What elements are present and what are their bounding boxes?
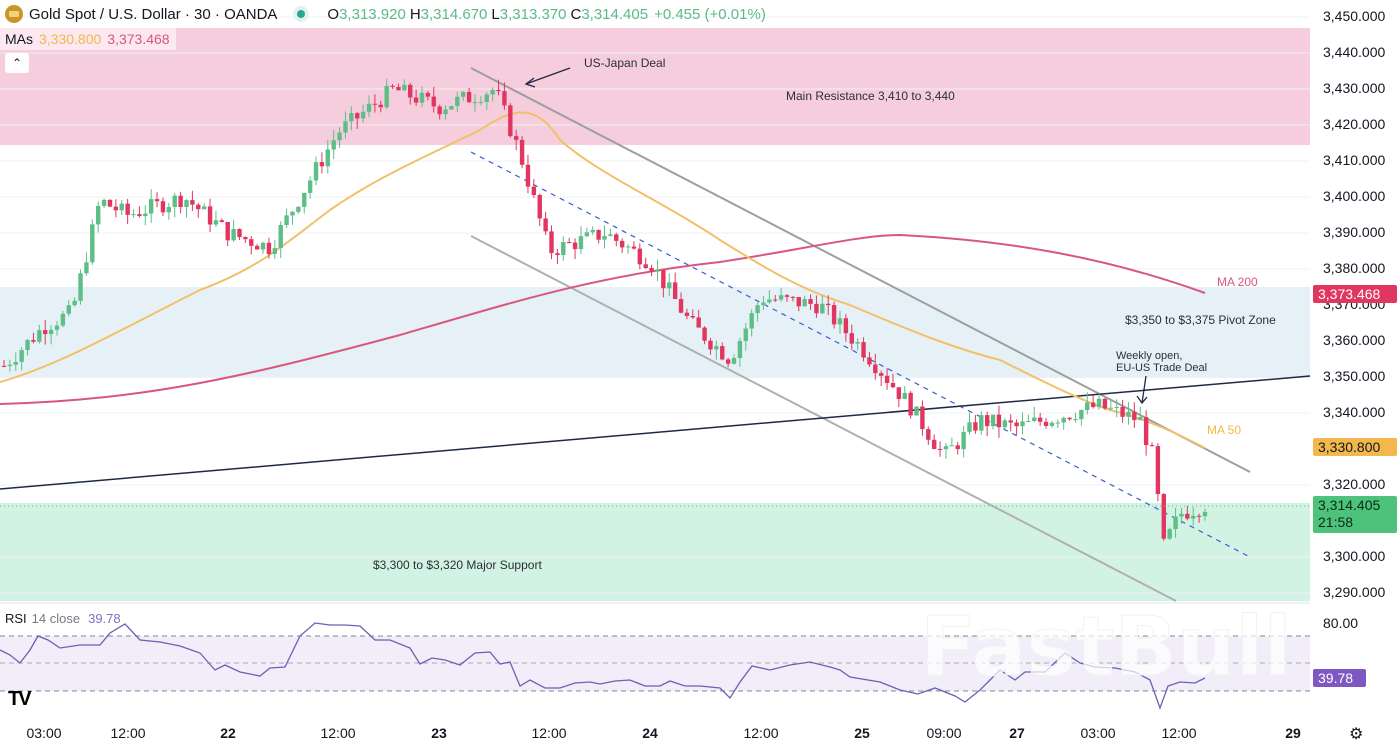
support-zone	[0, 503, 1310, 601]
weekly-open-note: Weekly open, EU-US Trade Deal	[1116, 350, 1207, 374]
last-price-tag: 3,314.405 21:58	[1313, 496, 1397, 533]
watermark: FastBull	[920, 600, 1292, 695]
price-axis-tick: 3,420.000	[1323, 116, 1386, 132]
price-axis-tick: 3,380.000	[1323, 260, 1386, 276]
time-axis-tick: 25	[854, 725, 870, 741]
pivot-note: $3,350 to $3,375 Pivot Zone	[1125, 313, 1276, 327]
low-key: L	[491, 5, 500, 23]
ma50-legend-value: 3,330.800	[39, 31, 102, 47]
rsi-line	[0, 622, 1206, 710]
chart-header: Gold Spot / U.S. Dollar · 30 · OANDA O 3,…	[0, 0, 766, 28]
pivot-zone	[0, 287, 1310, 378]
tradingview-logo[interactable]: TV	[8, 688, 32, 710]
symbol-title[interactable]: Gold Spot / U.S. Dollar · 30 · OANDA	[29, 5, 278, 23]
close-value: 3,314.405	[581, 5, 649, 23]
trend-line	[0, 375, 1311, 490]
price-axis-tick: 3,300.000	[1323, 548, 1386, 564]
support-note: $3,300 to $3,320 Major Support	[373, 558, 542, 572]
market-status-icon	[297, 10, 306, 18]
time-axis-tick: 03:00	[1080, 725, 1116, 741]
settings-icon[interactable]: ⚙	[1349, 726, 1364, 743]
low-value: 3,313.370	[499, 5, 567, 23]
price-axis-tick: 3,320.000	[1323, 476, 1386, 492]
channel-upper-line	[470, 67, 1251, 473]
ma200-legend-value: 3,373.468	[107, 31, 170, 47]
rsi-params: 14 close	[31, 611, 81, 626]
ma200-line	[0, 233, 1206, 405]
mas-legend[interactable]: MAs 3,330.800 3,373.468	[0, 28, 176, 50]
time-axis-tick: 12:00	[320, 725, 356, 741]
last-price-value: 3,314.405	[1318, 497, 1381, 513]
open-value: 3,313.920	[339, 5, 406, 23]
ma200-price-tag: 3,373.468	[1313, 285, 1397, 303]
mas-label: MAs	[5, 31, 33, 47]
weekly-open-line1: Weekly open,	[1116, 350, 1183, 362]
resistance-note: Main Resistance 3,410 to 3,440	[786, 89, 955, 103]
chevron-up-icon: ⌃	[11, 56, 23, 70]
time-axis-tick: 12:00	[1161, 725, 1197, 741]
resistance-zone	[0, 28, 1310, 145]
rsi-label: RSI	[5, 611, 27, 626]
price-axis-tick: 3,440.000	[1323, 44, 1386, 60]
candlesticks	[1, 78, 1208, 541]
price-axis-tick: 3,430.000	[1323, 80, 1386, 96]
time-axis-tick: 12:00	[110, 725, 146, 741]
ma50-note: MA 50	[1207, 423, 1242, 437]
us-japan-arrow	[524, 67, 571, 88]
rsi-legend-value: 39.78	[88, 611, 121, 626]
price-axis-tick: 3,390.000	[1323, 224, 1386, 240]
gold-symbol-icon	[5, 5, 23, 23]
time-axis-tick: 24	[642, 725, 658, 741]
price-axis-tick: 3,340.000	[1323, 404, 1386, 420]
open-key: O	[327, 5, 340, 23]
ma200-note: MA 200	[1217, 275, 1258, 289]
price-axis-tick: 3,350.000	[1323, 368, 1386, 384]
time-axis-tick: 03:00	[26, 725, 62, 741]
ma50-line	[0, 111, 1206, 449]
price-axis-tick: 3,290.000	[1323, 584, 1386, 600]
time-axis-tick: 29	[1285, 725, 1301, 741]
close-key: C	[570, 5, 582, 23]
high-key: H	[409, 5, 421, 23]
time-axis-tick: 27	[1009, 725, 1025, 741]
weekly-open-arrow	[1136, 375, 1148, 405]
us-japan-note: US-Japan Deal	[584, 56, 666, 70]
collapse-legend-button[interactable]: ⌃	[5, 53, 29, 73]
bar-countdown: 21:58	[1318, 514, 1354, 530]
price-axis-tick: 3,400.000	[1323, 188, 1386, 204]
time-axis-tick: 23	[431, 725, 447, 741]
rsi-axis-tick: 80.00	[1323, 615, 1359, 631]
time-axis-tick: 12:00	[531, 725, 567, 741]
price-axis-tick: 3,450.000	[1323, 8, 1386, 24]
time-axis-tick: 22	[220, 725, 236, 741]
ma50-price-tag: 3,330.800	[1313, 438, 1397, 456]
rsi-value-tag: 39.78	[1313, 669, 1366, 687]
weekly-open-line2: EU-US Trade Deal	[1116, 362, 1208, 374]
high-value: 3,314.670	[420, 5, 488, 23]
time-axis-tick: 12:00	[743, 725, 779, 741]
price-axis-tick: 3,410.000	[1323, 152, 1386, 168]
time-axis-tick: 09:00	[926, 725, 962, 741]
change-value: +0.455 (+0.01%)	[654, 5, 766, 23]
price-axis-tick: 3,360.000	[1323, 332, 1386, 348]
rsi-legend[interactable]: RSI 14 close 39.78	[5, 611, 121, 626]
